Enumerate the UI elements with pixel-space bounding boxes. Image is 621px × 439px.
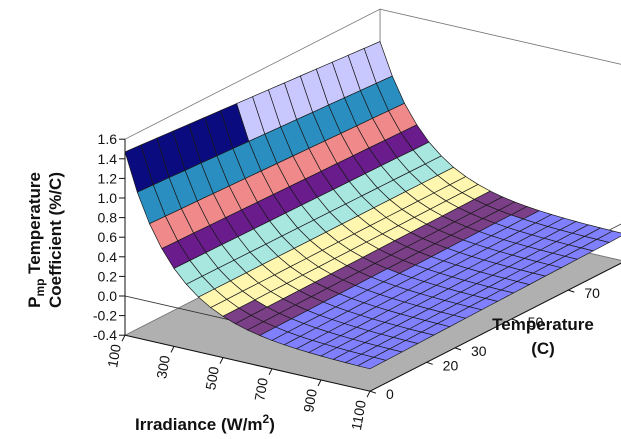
y-tick-label: 70 [584, 285, 600, 301]
y-axis-label-line2: (C) [531, 339, 555, 358]
y-axis-ticks: 02030507090 [369, 262, 621, 402]
x-tick-label: 500 [202, 365, 222, 391]
z-tick-label: 0.2 [98, 268, 118, 284]
z-tick-label: 1.4 [98, 151, 118, 167]
y-tick-label: 20 [443, 357, 459, 373]
x-tick-mark [170, 346, 175, 353]
surface-patch [356, 356, 387, 370]
z-tick-label: 1.0 [98, 190, 118, 206]
surface-mesh [124, 41, 621, 370]
x-axis-ticks: 100 300 500 700 900 1100 [104, 334, 371, 432]
y-axis-label: Temperature [492, 315, 594, 334]
z-tick-label: 0.8 [98, 210, 118, 226]
x-tick-mark [268, 368, 273, 376]
y-tick-mark [454, 347, 462, 351]
y-tick-label: 0 [386, 386, 394, 402]
z-axis-label-line2: Coefficient (%/C) [46, 172, 65, 308]
x-tick-label: 1100 [348, 399, 369, 432]
z-tick-label: 1.2 [98, 170, 118, 186]
x-tick-mark [121, 334, 126, 342]
y-tick-mark [511, 318, 518, 322]
x-tick-mark [219, 357, 224, 364]
y-tick-mark [426, 361, 433, 365]
x-tick-mark [317, 379, 322, 387]
z-tick-label: 0.6 [98, 229, 118, 245]
y-axis-line [369, 262, 621, 392]
x-tick-label: 700 [251, 376, 271, 402]
x-tick-label: 900 [300, 388, 320, 414]
z-tick-label: -0.2 [93, 308, 117, 324]
z-tick-label: 1.6 [98, 131, 118, 147]
x-axis-line [124, 334, 371, 392]
y-tick-label: 30 [471, 343, 487, 359]
z-tick-label: 0.0 [98, 288, 118, 304]
y-tick-label: 50 [528, 314, 544, 330]
z-axis-label: Pmp Temperature [25, 172, 47, 308]
z-tick-label: -0.4 [93, 327, 117, 343]
x-tick-label: 100 [104, 343, 124, 369]
x-tick-label: 300 [153, 354, 173, 380]
x-axis-label: Irradiance (W/m2) [135, 412, 275, 434]
x-tick-mark [366, 390, 371, 398]
z-tick-label: 0.4 [98, 249, 118, 265]
y-tick-mark [369, 390, 377, 394]
z-axis-ticks: 1.6 1.4 1.2 1.0 0.8 0.6 0.4 0.2 0.0 -0.2 -0.4 [93, 131, 126, 343]
y-tick-mark [568, 289, 575, 293]
